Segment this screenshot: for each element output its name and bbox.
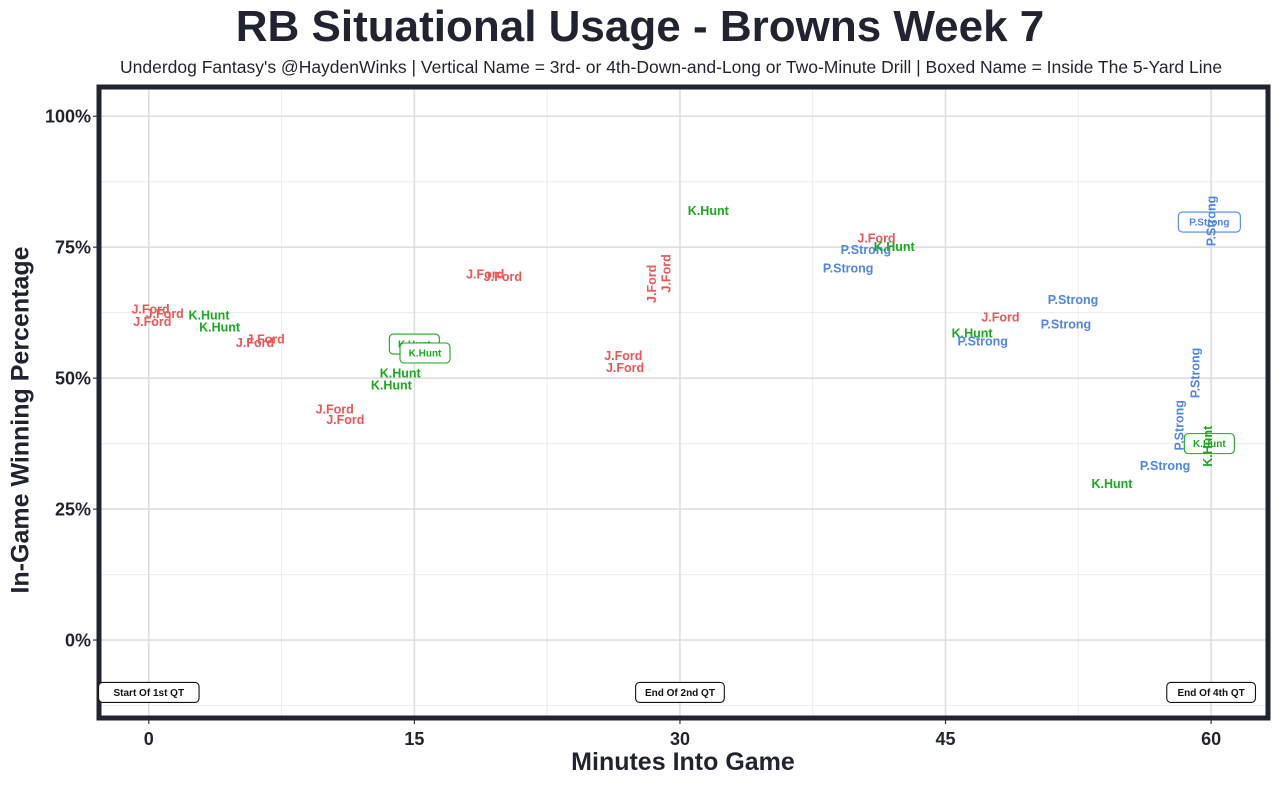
vertical-point-label: K.Hunt [1201,425,1215,467]
x-tick-label: 60 [1201,729,1221,749]
boxed-point-box [1183,433,1235,455]
quarter-marker-box [635,681,725,703]
point-label: K.Hunt [371,378,413,392]
point-label: J.Ford [247,332,285,346]
boxed-point-label: K.Hunt [409,349,442,360]
point-label: P.Strong [957,334,1007,348]
vertical-point-label: P.Strong [1205,196,1219,246]
quarter-marker-label: End Of 2nd QT [645,688,715,699]
point-label: K.Hunt [380,366,422,380]
point-label: J.Ford [466,267,504,281]
x-tick-label: 30 [670,729,690,749]
point-label: J.Ford [857,231,895,245]
point-label: J.Ford [484,270,522,284]
point-label: P.Strong [841,243,891,257]
vertical-point-label: P.Strong [1173,400,1187,450]
quarter-marker-label: Start Of 1st QT [114,688,185,699]
boxed-point-label: K.Hunt [1193,439,1226,450]
x-tick-label: 15 [404,729,424,749]
boxed-point-box [1177,211,1241,233]
point-label: K.Hunt [874,240,916,254]
boxed-point-label: P.Strong [1189,218,1229,229]
y-tick-label: 75% [55,238,91,258]
y-tick-label: 25% [55,500,91,520]
point-label: K.Hunt [1091,477,1133,491]
point-label: J.Ford [604,349,642,363]
vertical-point-label: J.Ford [645,265,659,303]
chart-title: RB Situational Usage - Browns Week 7 [235,2,1045,51]
quarter-marker-box [98,681,200,703]
y-tick-label: 0% [65,631,91,651]
point-label: J.Ford [146,307,184,321]
point-label: K.Hunt [199,320,241,334]
point-label: J.Ford [326,413,364,427]
chart-subtitle: Underdog Fantasy's @HaydenWinks | Vertic… [120,57,1223,77]
point-label: J.Ford [981,310,1019,324]
point-label: P.Strong [1140,459,1190,473]
point-label: K.Hunt [189,308,231,322]
point-label: P.Strong [823,262,873,276]
vertical-point-label: J.Ford [659,254,673,292]
point-label: J.Ford [316,403,354,417]
point-label: P.Strong [1048,293,1098,307]
x-tick-label: 0 [144,729,154,749]
point-label: J.Ford [131,303,169,317]
y-tick-label: 100% [45,107,91,127]
vertical-point-label: P.Strong [1189,348,1203,398]
y-tick-label: 50% [55,369,91,389]
quarter-marker-label: End Of 4th QT [1178,688,1245,699]
point-label: P.Strong [1041,318,1091,332]
point-label: J.Ford [133,315,171,329]
boxed-point-box [399,342,451,364]
point-label: K.Hunt [952,327,994,341]
quarter-marker-box [1166,681,1257,703]
x-axis-title: Minutes Into Game [571,748,795,776]
point-label: J.Ford [606,361,644,375]
x-tick-label: 45 [936,729,956,749]
plot-border [96,84,1271,721]
point-label: K.Hunt [688,204,730,218]
point-label: J.Ford [236,336,274,350]
